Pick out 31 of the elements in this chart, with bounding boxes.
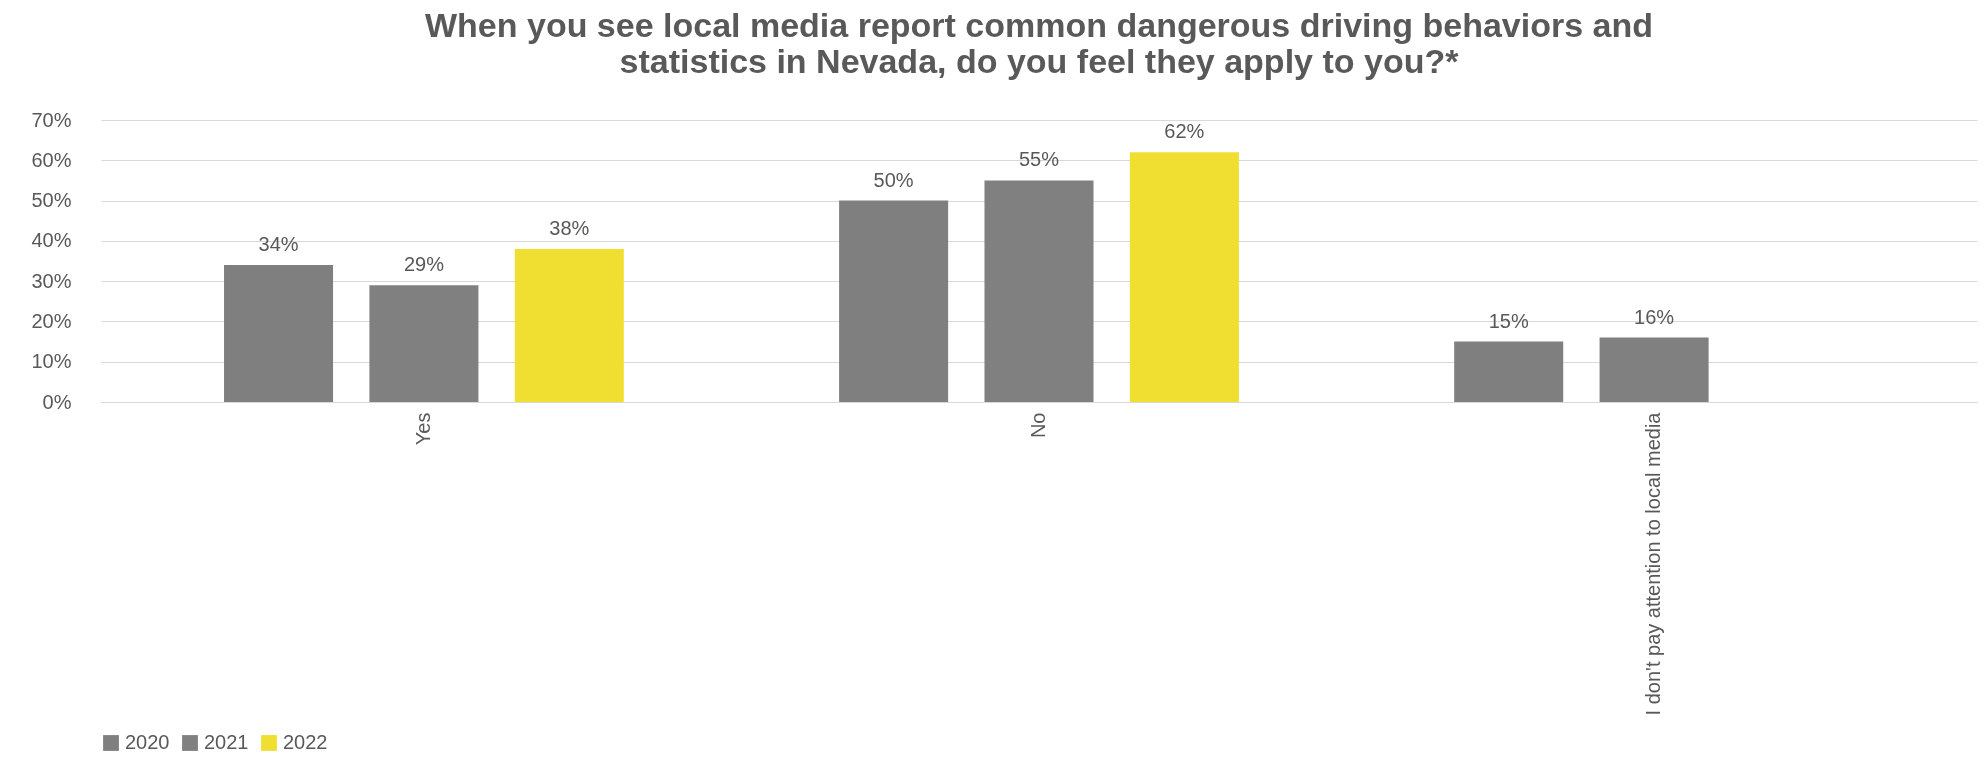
bar — [839, 200, 949, 402]
legend-label: 2022 — [283, 731, 328, 753]
y-tick-label: 0% — [42, 390, 72, 413]
data-label: 38% — [549, 216, 590, 239]
bar — [369, 285, 479, 402]
data-label: 34% — [258, 233, 299, 256]
data-label: 50% — [873, 168, 914, 191]
bar — [1129, 152, 1239, 402]
chart-title: When you see local media report common dangerous driving behaviors and statistics in Nevada, do you feel they apply to you?* — [424, 6, 1654, 80]
bar — [514, 248, 624, 402]
y-tick-label: 10% — [31, 350, 72, 373]
bar — [224, 265, 334, 402]
x-tick-label: No — [1027, 412, 1049, 439]
y-tick-label: 40% — [31, 229, 72, 252]
data-label: 55% — [1018, 148, 1060, 171]
x-tick-label: I don't pay attention to local media — [1642, 411, 1665, 716]
data-label: 16% — [1634, 305, 1675, 328]
bar — [1454, 341, 1564, 402]
data-label: 15% — [1488, 309, 1529, 332]
y-tick-label: 30% — [31, 269, 72, 292]
legend-label: 2020 — [125, 731, 170, 753]
legend-label: 2021 — [204, 731, 249, 753]
y-tick-label: 70% — [31, 108, 72, 131]
x-tick-label: Yes — [411, 412, 434, 446]
data-label: 29% — [403, 253, 445, 276]
y-tick-label: 50% — [31, 189, 72, 212]
bar — [984, 180, 1094, 402]
bar — [1599, 337, 1709, 402]
y-tick-label: 60% — [31, 148, 72, 171]
y-tick-label: 20% — [31, 309, 72, 332]
data-label: 62% — [1164, 120, 1205, 143]
